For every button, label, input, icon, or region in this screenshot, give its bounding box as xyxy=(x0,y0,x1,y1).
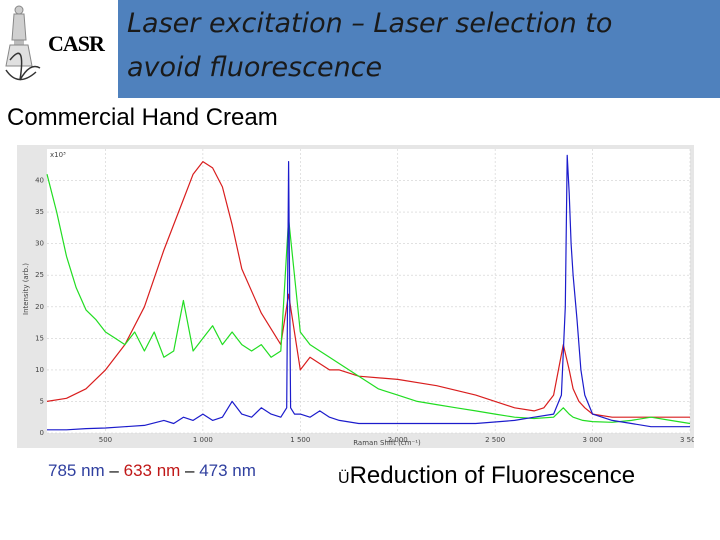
y-multiplier-label: x10³ xyxy=(50,151,66,159)
grid-lines xyxy=(47,149,691,434)
slide-title-line-1: Laser excitation – Laser selection to xyxy=(127,8,613,39)
legend-separator-2: – xyxy=(180,461,200,480)
y-tick-label: 0 xyxy=(40,429,44,437)
series-line-633-nm xyxy=(46,161,690,418)
raman-spectrum-chart: 0 5 10 15 20 25 30 35 40 500 1 000 1 500 2 000 2 500… xyxy=(17,145,694,448)
x-tick-label: 2 000 xyxy=(388,436,408,444)
x-axis-ticks: 500 1 000 1 500 2 000 2 500 3 000 3 500 xyxy=(99,436,694,444)
bullet-text: Reduction of Fluorescence xyxy=(349,462,636,489)
legend-633nm: 633 nm xyxy=(123,461,181,480)
chess-bishop-icon xyxy=(5,5,41,81)
x-tick-label: 2 500 xyxy=(485,436,505,444)
x-axis-label: Raman Shift (cm⁻¹) xyxy=(353,439,421,447)
x-tick-label: 1 000 xyxy=(193,436,213,444)
slide-title-line-2: avoid fluorescence xyxy=(127,52,383,83)
casr-logo: CASR xyxy=(0,0,118,98)
x-tick-label: 1 500 xyxy=(290,436,310,444)
plot-area xyxy=(47,149,690,433)
series-line-473-nm xyxy=(46,174,691,425)
x-tick-label: 500 xyxy=(99,436,112,444)
y-axis-label: Intensity (arb.) xyxy=(22,263,30,315)
title-bar: Laser excitation – Laser selection to av… xyxy=(118,0,720,98)
y-tick-label: 25 xyxy=(35,271,44,279)
y-tick-label: 40 xyxy=(35,177,44,185)
x-tick-label: 3 000 xyxy=(583,436,603,444)
slide-subtitle: Commercial Hand Cream xyxy=(7,104,278,131)
y-tick-label: 30 xyxy=(35,240,44,248)
legend-separator-1: – xyxy=(104,461,124,480)
laser-wavelength-legend: 785 nm – 633 nm – 473 nm xyxy=(48,461,256,481)
y-tick-label: 15 xyxy=(35,334,44,342)
legend-473nm: 473 nm xyxy=(199,461,256,480)
spectrum-lines xyxy=(46,154,691,431)
series-line-785-nm xyxy=(47,154,690,431)
y-tick-label: 20 xyxy=(35,303,44,311)
x-tick-label: 3 500 xyxy=(680,436,694,444)
bullet-arrow-icon: Ü xyxy=(338,470,350,487)
y-tick-label: 5 xyxy=(40,397,44,405)
y-tick-label: 35 xyxy=(35,208,44,216)
logo-text: CASR xyxy=(48,31,105,56)
legend-785nm: 785 nm xyxy=(48,461,105,480)
bullet-point: ÜReduction of Fluorescence xyxy=(338,462,635,490)
y-tick-label: 10 xyxy=(35,366,44,374)
y-axis-ticks: 0 5 10 15 20 25 30 35 40 xyxy=(35,177,44,437)
